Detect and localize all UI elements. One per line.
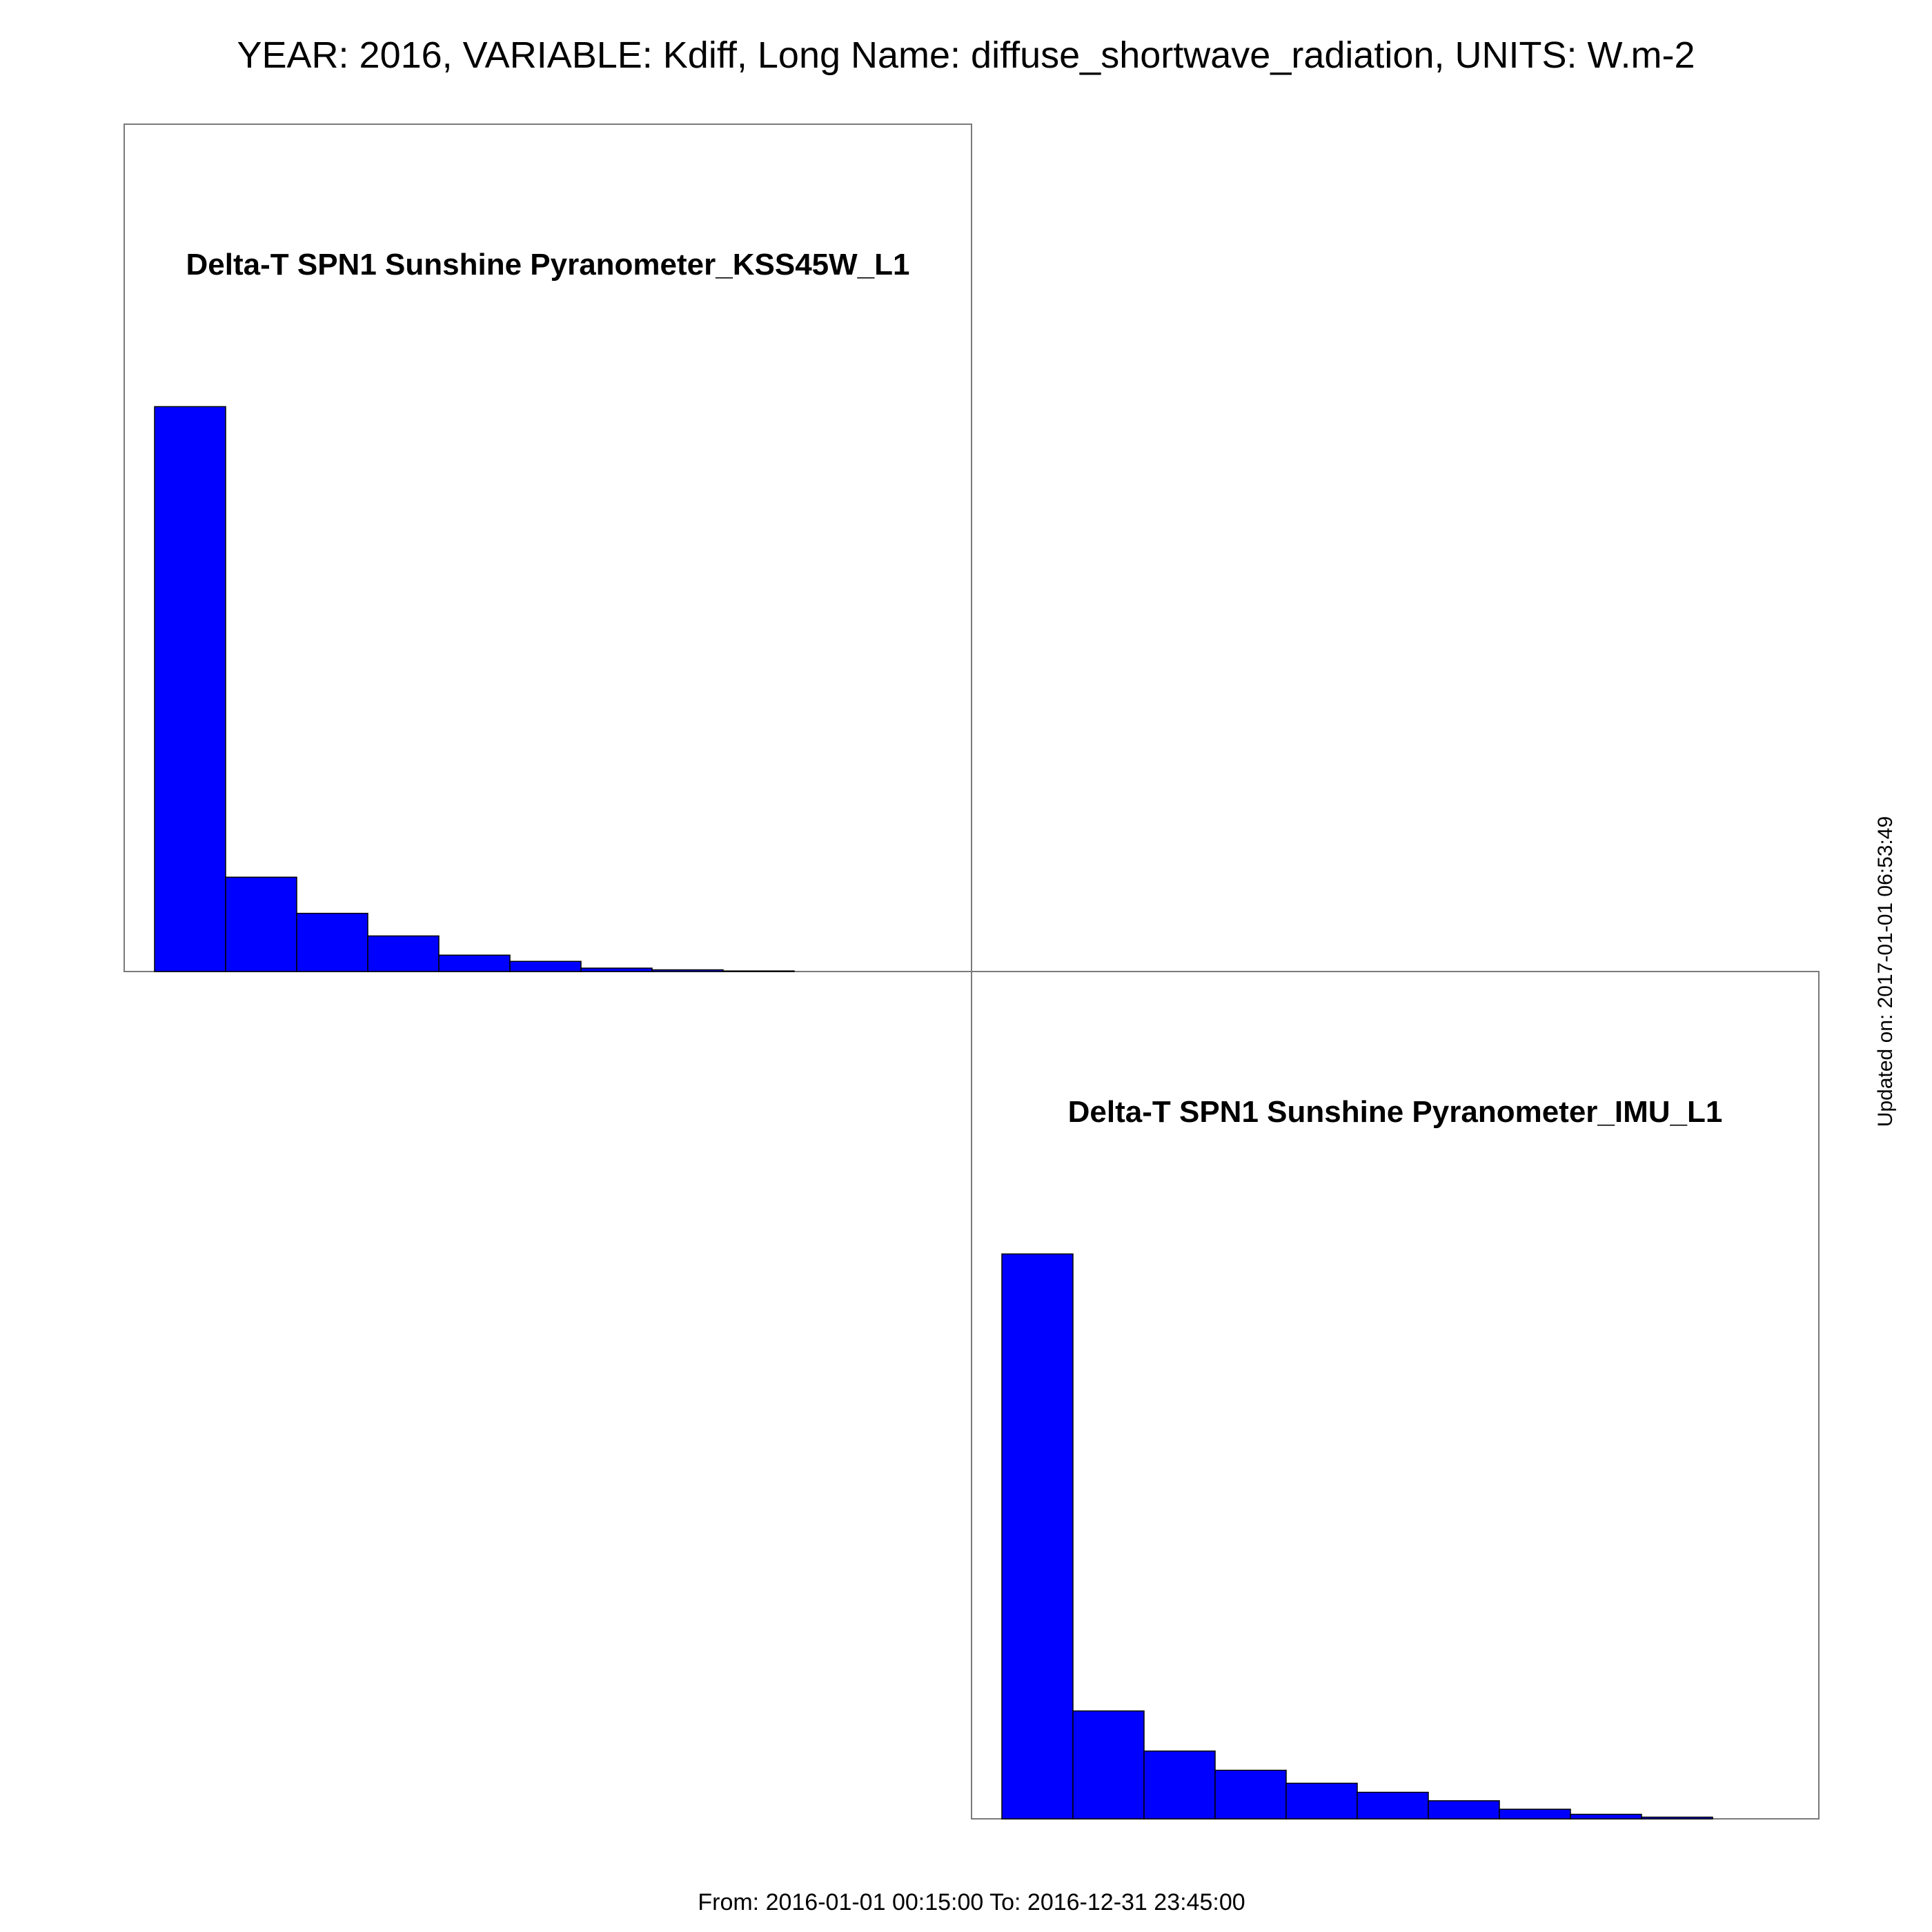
histogram-bar-kss45w-5 bbox=[438, 954, 511, 972]
panel-kss45w: Delta-T SPN1 Sunshine Pyranometer_KSS45W… bbox=[124, 124, 972, 972]
histogram-bar-kss45w-9 bbox=[722, 970, 795, 972]
histogram-bar-imu-4 bbox=[1214, 1769, 1287, 1820]
panel-imu-title: Delta-T SPN1 Sunshine Pyranometer_IMU_L1 bbox=[1068, 1095, 1723, 1129]
histogram-bar-kss45w-8 bbox=[651, 969, 724, 972]
histogram-bar-kss45w-1 bbox=[154, 406, 226, 972]
panel-kss45w-title: Delta-T SPN1 Sunshine Pyranometer_KSS45W… bbox=[186, 248, 910, 282]
histogram-bar-imu-1 bbox=[1001, 1253, 1074, 1820]
histogram-bar-imu-7 bbox=[1428, 1800, 1500, 1820]
panel-kss45w-bars bbox=[154, 406, 795, 972]
panel-imu-bars bbox=[1001, 1253, 1713, 1820]
histogram-bar-kss45w-4 bbox=[367, 935, 440, 972]
histogram-bar-kss45w-6 bbox=[509, 960, 582, 972]
histogram-bar-imu-10 bbox=[1641, 1816, 1713, 1820]
histogram-bar-imu-3 bbox=[1143, 1751, 1216, 1820]
histogram-bar-kss45w-3 bbox=[296, 912, 368, 972]
histogram-bar-imu-6 bbox=[1357, 1791, 1429, 1820]
histogram-bar-imu-2 bbox=[1072, 1710, 1145, 1820]
histogram-bar-imu-5 bbox=[1285, 1782, 1358, 1820]
histogram-bar-imu-9 bbox=[1570, 1813, 1642, 1820]
panel-imu: Delta-T SPN1 Sunshine Pyranometer_IMU_L1 bbox=[971, 971, 1820, 1820]
histogram-bar-kss45w-2 bbox=[225, 876, 297, 972]
date-range-footer: From: 2016-01-01 00:15:00 To: 2016-12-31… bbox=[698, 1889, 1245, 1915]
updated-timestamp: Updated on: 2017-01-01 06:53:49 bbox=[1874, 816, 1897, 1127]
histogram-bar-imu-8 bbox=[1499, 1808, 1571, 1820]
figure-title: YEAR: 2016, VARIABLE: Kdiff, Long Name: … bbox=[237, 34, 1695, 76]
histogram-bar-kss45w-7 bbox=[580, 967, 653, 972]
